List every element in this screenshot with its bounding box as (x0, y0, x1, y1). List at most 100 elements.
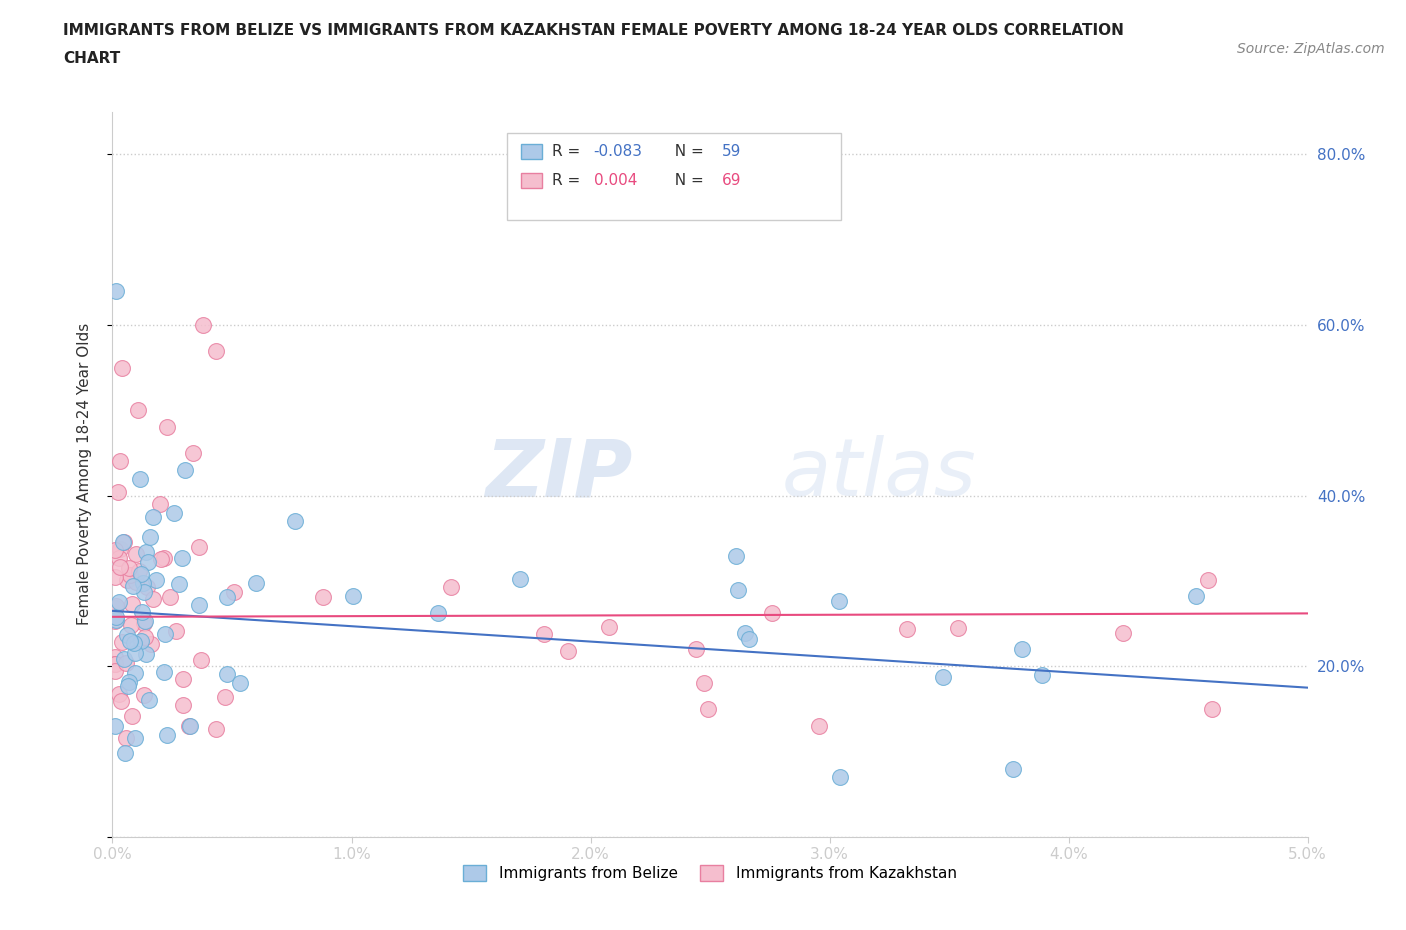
Point (104, 649, 127, 664)
Point (156, 727, 179, 742)
Point (117, 679, 139, 694)
Text: R =: R = (551, 173, 585, 188)
Point (104, 601, 127, 616)
Point (135, 545, 157, 560)
Point (108, 551, 131, 565)
Point (131, 604, 153, 619)
Point (1112, 626, 1135, 641)
Point (177, 718, 200, 733)
Point (179, 719, 201, 734)
Point (697, 701, 720, 716)
Point (104, 599, 127, 614)
Point (165, 623, 187, 638)
Point (128, 564, 150, 578)
Point (245, 576, 267, 591)
Point (138, 693, 160, 708)
Text: CHART: CHART (63, 51, 121, 66)
Point (148, 497, 170, 512)
Point (284, 513, 307, 528)
Point (1197, 572, 1219, 587)
Point (120, 633, 142, 648)
Point (118, 561, 141, 576)
Point (111, 634, 134, 649)
Point (105, 284, 128, 299)
Y-axis label: Female Poverty Among 18-24 Year Olds: Female Poverty Among 18-24 Year Olds (77, 324, 91, 626)
Point (114, 746, 136, 761)
Point (115, 656, 138, 671)
Text: IMMIGRANTS FROM BELIZE VS IMMIGRANTS FROM KAZAKHSTAN FEMALE POVERTY AMONG 18-24 : IMMIGRANTS FROM BELIZE VS IMMIGRANTS FRO… (63, 23, 1125, 38)
Point (117, 628, 139, 643)
Text: atlas: atlas (782, 435, 977, 513)
Point (132, 584, 155, 599)
Point (598, 619, 620, 634)
FancyBboxPatch shape (522, 173, 543, 189)
Point (188, 539, 211, 554)
Point (122, 578, 145, 593)
Point (172, 671, 194, 686)
Legend: Immigrants from Belize, Immigrants from Kazakhstan: Immigrants from Belize, Immigrants from … (457, 859, 963, 887)
Point (153, 551, 176, 565)
Point (115, 730, 138, 745)
Point (108, 559, 131, 574)
Point (108, 594, 131, 609)
Point (122, 636, 145, 651)
Point (131, 576, 153, 591)
Text: R =: R = (551, 144, 585, 159)
Point (172, 551, 194, 565)
Point (131, 567, 153, 582)
Point (1185, 589, 1208, 604)
Point (440, 579, 463, 594)
Point (135, 579, 157, 594)
Text: 0.004: 0.004 (593, 173, 637, 188)
Point (142, 591, 165, 606)
Point (738, 631, 761, 646)
Point (112, 652, 135, 667)
Point (217, 667, 239, 682)
Point (229, 675, 252, 690)
Point (104, 613, 127, 628)
Point (110, 541, 132, 556)
FancyBboxPatch shape (522, 143, 543, 159)
Point (205, 722, 228, 737)
Point (112, 534, 135, 549)
Point (142, 510, 165, 525)
Point (828, 593, 851, 608)
Point (118, 674, 141, 689)
Point (808, 719, 831, 734)
Text: -0.083: -0.083 (593, 144, 643, 159)
Point (107, 687, 129, 702)
Point (134, 614, 156, 629)
Point (167, 577, 190, 591)
Point (134, 616, 156, 631)
Text: 69: 69 (721, 173, 741, 188)
Point (181, 445, 204, 460)
Point (124, 730, 146, 745)
Point (121, 596, 143, 611)
Point (896, 621, 918, 636)
Point (124, 645, 146, 660)
Point (112, 535, 135, 550)
Point (115, 573, 138, 588)
Point (145, 573, 167, 588)
Point (127, 403, 149, 418)
Point (191, 317, 214, 332)
Point (124, 666, 146, 681)
Point (104, 719, 127, 734)
Text: Source: ZipAtlas.com: Source: ZipAtlas.com (1237, 42, 1385, 56)
Point (725, 549, 748, 564)
FancyBboxPatch shape (508, 133, 842, 220)
Point (149, 551, 172, 566)
Point (110, 454, 132, 469)
Point (1201, 701, 1223, 716)
Point (104, 657, 127, 671)
Point (172, 698, 194, 712)
Point (734, 626, 756, 641)
Point (693, 675, 716, 690)
Point (163, 505, 186, 520)
Point (830, 770, 852, 785)
Point (104, 657, 127, 671)
Point (342, 588, 364, 603)
Point (557, 643, 579, 658)
Point (188, 597, 211, 612)
Point (129, 634, 152, 649)
